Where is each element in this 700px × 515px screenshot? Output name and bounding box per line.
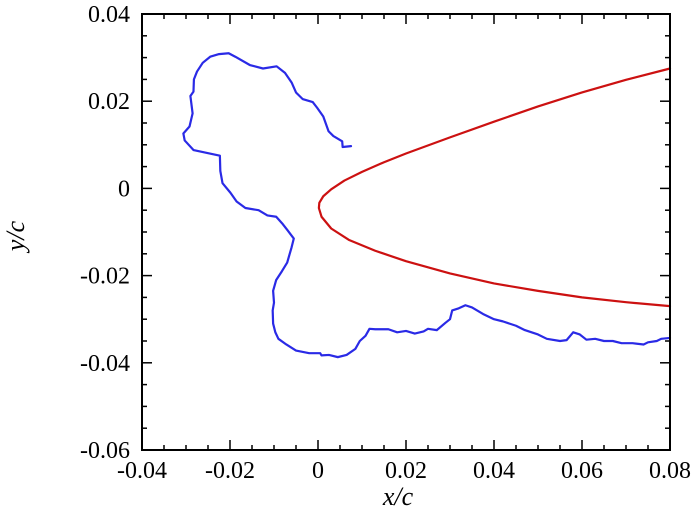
x-tick-label: -0.04 [117,458,167,484]
x-axis-title: x/c [382,482,414,511]
x-tick-label: 0.04 [473,458,515,484]
series-line-1 [317,67,672,308]
x-tick-label: 0.02 [385,458,427,484]
x-tick-label: 0.06 [561,458,603,484]
y-tick-label: -0.02 [80,264,130,290]
y-tick-label: -0.06 [80,438,130,464]
y-tick-label: 0.04 [88,2,130,28]
y-tick-labels: -0.06 -0.04 -0.02 0 0.02 0.04 [80,2,130,464]
ticks-layer [141,13,671,451]
y-axis-title: y/c [1,220,30,254]
x-tick-label: 0.08 [649,458,691,484]
y-tick-label: -0.04 [80,351,130,377]
series-line-2 [182,52,672,359]
plot-frame [141,13,671,451]
x-tick-label: 0 [312,458,324,484]
x-tick-label: -0.02 [205,458,255,484]
y-tick-label: 0.02 [88,89,130,115]
series-layer [182,52,672,359]
x-tick-labels: -0.04 -0.02 0 0.02 0.04 0.06 0.08 [117,458,691,484]
y-tick-label: 0 [118,176,130,202]
